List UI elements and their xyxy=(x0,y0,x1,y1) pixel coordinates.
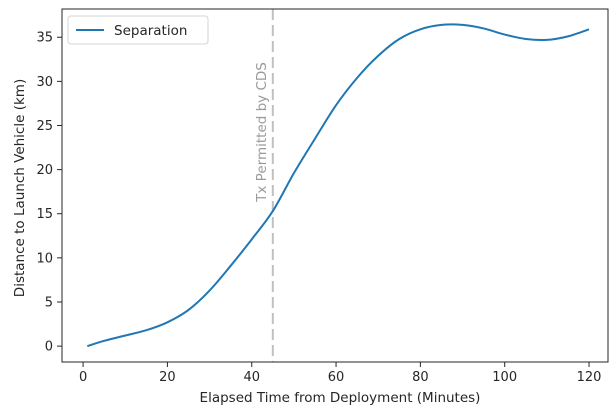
legend-box xyxy=(67,15,209,45)
y-tick-label: 25 xyxy=(36,119,53,134)
y-tick-label: 0 xyxy=(45,340,53,355)
annotation-label: Tx Permitted by CDS xyxy=(254,62,270,203)
x-tick-label: 120 xyxy=(577,370,602,385)
x-tick-label: 60 xyxy=(328,370,345,385)
ticks: 0 20 40 60 80 100 120 0 5 10 15 20 25 30 35 xyxy=(36,31,601,385)
y-tick-label: 35 xyxy=(36,31,53,46)
x-tick-label: 0 xyxy=(79,370,87,385)
series-layer xyxy=(86,23,590,348)
x-tick-label: 20 xyxy=(159,370,176,385)
plot-area xyxy=(62,9,608,362)
legend: Separation xyxy=(67,15,209,45)
legend-label: Separation xyxy=(114,23,187,39)
y-tick-label: 20 xyxy=(36,163,53,178)
axes xyxy=(61,8,609,363)
x-axis-label: Elapsed Time from Deployment (Minutes) xyxy=(200,390,481,406)
x-tick-label: 80 xyxy=(412,370,429,385)
x-tick-label: 100 xyxy=(492,370,517,385)
y-axis-label: Distance to Launch Vehicle (km) xyxy=(12,79,28,297)
plot-background xyxy=(62,9,608,362)
y-tick-label: 10 xyxy=(36,251,53,266)
y-tick-label: 5 xyxy=(45,295,53,310)
y-tick-label: 30 xyxy=(36,75,53,90)
y-tick-label: 15 xyxy=(36,207,53,222)
x-tick-label: 40 xyxy=(243,370,260,385)
annotations: Tx Permitted by CDS xyxy=(254,9,274,362)
series-line-0 xyxy=(86,23,590,348)
axes-frame xyxy=(61,8,609,363)
